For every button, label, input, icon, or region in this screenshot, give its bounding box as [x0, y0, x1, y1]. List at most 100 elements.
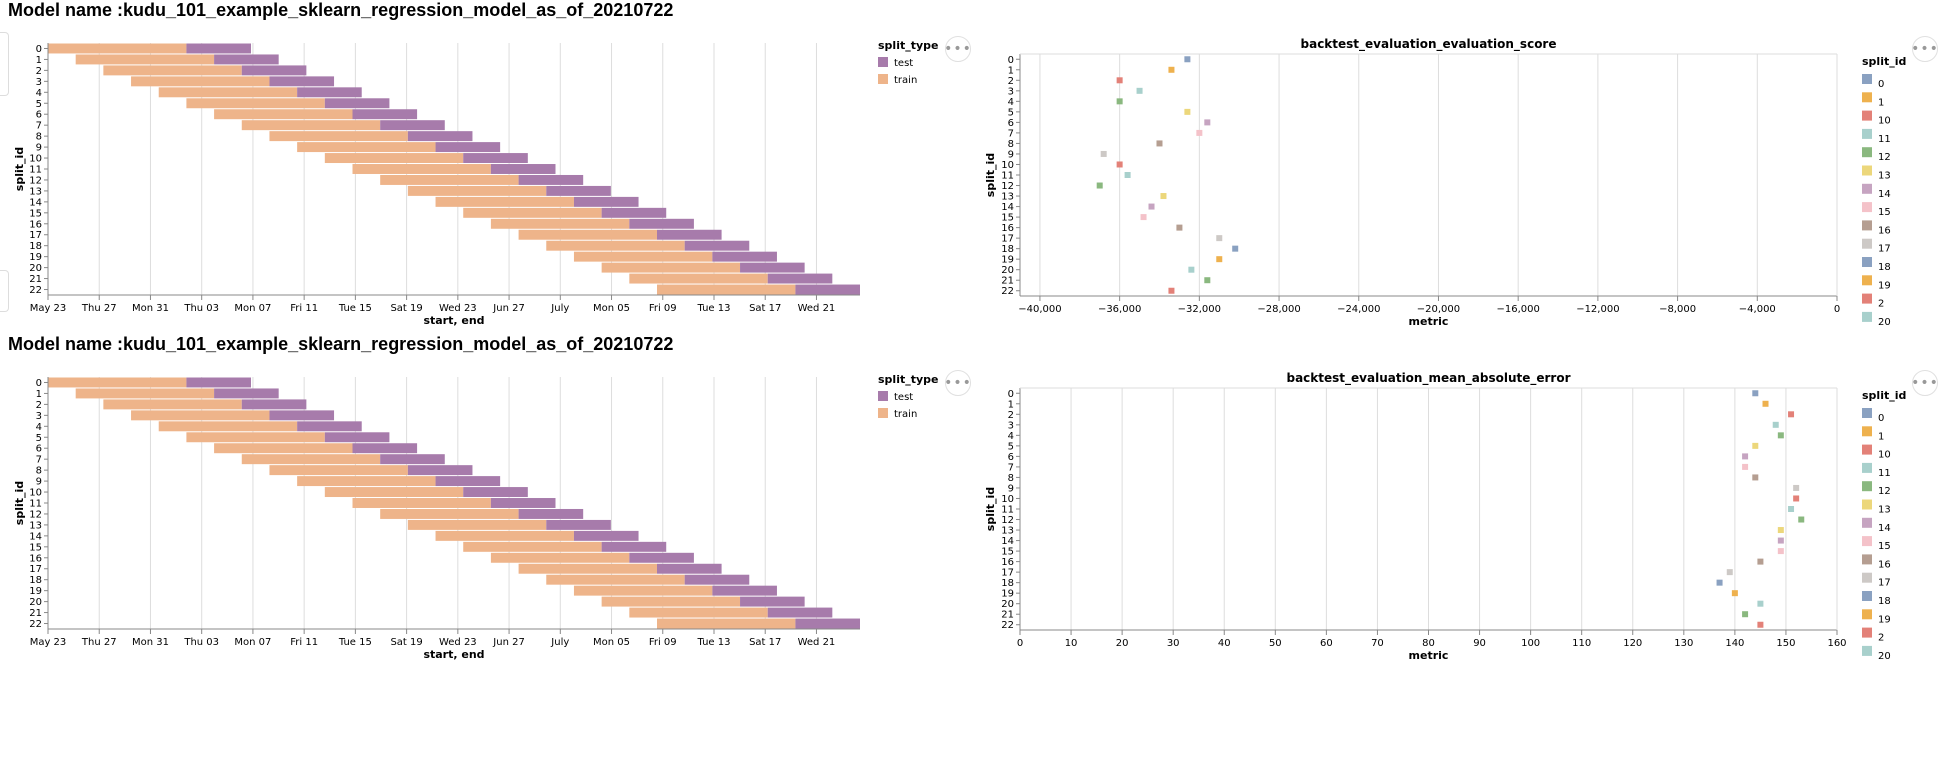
y-tick-label: 13 [1001, 526, 1014, 537]
x-tick-label: 30 [1167, 638, 1180, 649]
data-point [1188, 266, 1195, 273]
data-point [1176, 224, 1183, 231]
chart-actions-menu-button[interactable]: ••• [944, 36, 971, 62]
bar-train [380, 174, 519, 185]
x-tick-label: 0 [1834, 304, 1840, 315]
y-tick-label: 2 [1008, 76, 1014, 87]
chart-actions-menu-button[interactable]: ••• [1911, 36, 1938, 62]
legend-label-train: train [894, 75, 917, 86]
data-point [1762, 400, 1769, 407]
bar-train [75, 388, 215, 399]
legend-swatch [1862, 275, 1872, 286]
legend-title: split_id [1862, 55, 1906, 68]
data-point [1757, 621, 1764, 628]
legend-swatch [1862, 257, 1872, 267]
y-tick-label: 14 [1001, 536, 1014, 547]
bar-train [324, 153, 464, 164]
y-tick-label: 9 [36, 143, 42, 154]
y-axis-title: split_id [13, 147, 26, 191]
y-tick-label: 4 [1008, 431, 1014, 442]
y-tick-label: 1 [1008, 399, 1014, 410]
y-tick-label: 1 [1008, 65, 1014, 76]
legend-swatch [1862, 238, 1872, 249]
data-point [1156, 140, 1163, 147]
bar-test [657, 563, 722, 574]
data-point [1757, 558, 1764, 565]
bar-test [297, 87, 362, 98]
bar-test [740, 596, 805, 607]
legend-swatch [1862, 572, 1872, 583]
y-tick-label: 5 [36, 433, 42, 444]
bar-test [380, 454, 445, 465]
legend-label: 12 [1878, 152, 1891, 163]
x-axis-title: metric [1409, 649, 1449, 662]
data-point [1124, 172, 1131, 178]
y-tick-label: 22 [29, 619, 42, 630]
data-point [1752, 474, 1759, 481]
chart-actions-menu-button[interactable]: ••• [944, 370, 971, 396]
y-tick-label: 7 [1008, 462, 1014, 473]
bar-test [518, 508, 584, 519]
legend-label: 20 [1878, 317, 1891, 328]
data-point [1168, 287, 1175, 294]
legend-swatch-train [878, 74, 888, 84]
gantt-chart: May 23 Thu 27 Mon 31 Thu 03 Mon 07 Fri 11 Tue … [13, 39, 938, 327]
bar-test [518, 174, 584, 185]
legend-swatch [1862, 554, 1872, 565]
model-name-title: Model name :kudu_101_example_sklearn_reg… [8, 334, 674, 354]
bar-train [573, 251, 713, 262]
data-point [1116, 161, 1123, 168]
y-tick-label: 12 [29, 509, 42, 520]
y-tick-label: 8 [1008, 473, 1014, 484]
y-tick-label: 21 [29, 274, 42, 285]
y-tick-label: 11 [29, 499, 42, 510]
bar-train [629, 607, 768, 618]
data-point [1116, 77, 1123, 84]
legend-label: 10 [1878, 116, 1891, 127]
bar-train [463, 207, 602, 218]
bar-test [546, 519, 611, 530]
legend-swatch [1862, 591, 1872, 601]
x-tick-label: 60 [1320, 638, 1333, 649]
chart-actions-menu-button[interactable]: ••• [1911, 370, 1938, 396]
legend-swatch [1862, 92, 1872, 103]
y-tick-label: 19 [29, 252, 42, 263]
bar-train [103, 399, 242, 410]
legend-label: 14 [1878, 189, 1891, 200]
bar-train [158, 421, 298, 432]
y-tick-label: 10 [29, 154, 42, 165]
y-tick-label: 16 [29, 553, 42, 564]
legend-swatch [1862, 293, 1872, 304]
x-tick-label: −24,000 [1337, 304, 1380, 315]
y-tick-label: 11 [29, 165, 42, 176]
bar-test [712, 251, 777, 262]
bar-test [463, 153, 528, 164]
bar-train [186, 432, 325, 443]
data-point [1752, 442, 1759, 449]
bar-train [601, 596, 741, 607]
bar-train [297, 142, 436, 153]
bar-train [131, 76, 270, 87]
legend-swatch [1862, 481, 1872, 492]
data-point [1196, 129, 1203, 136]
legend-swatch [1862, 499, 1872, 510]
bar-train [352, 164, 491, 174]
legend-label: 13 [1878, 171, 1891, 182]
bar-test [795, 618, 860, 629]
legend-swatch-test [878, 391, 888, 401]
bar-train [103, 65, 242, 76]
data-point [1184, 56, 1191, 63]
x-tick-label: −4,000 [1739, 304, 1776, 315]
x-tick-label: Fri 11 [290, 303, 318, 314]
bar-train [131, 410, 270, 421]
legend-title: split_type [878, 39, 938, 52]
y-tick-label: 6 [1008, 452, 1014, 463]
y-tick-label: 17 [1001, 234, 1014, 245]
legend-swatch [1862, 147, 1872, 158]
x-tick-label: July [550, 637, 569, 648]
bar-train [546, 240, 685, 251]
x-tick-label: Fri 09 [649, 637, 677, 648]
data-point [1096, 182, 1103, 189]
y-tick-label: 21 [1001, 276, 1014, 287]
y-tick-label: 13 [29, 520, 42, 531]
